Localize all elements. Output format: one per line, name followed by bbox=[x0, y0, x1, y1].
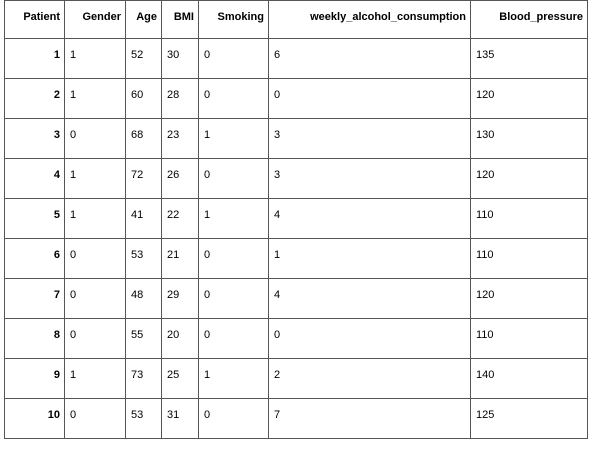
table-row: 9 1 73 25 1 2 140 bbox=[4, 358, 588, 399]
age-cell: 41 bbox=[125, 198, 162, 239]
table-row: 1 1 52 30 0 6 135 bbox=[4, 38, 588, 79]
bmi-cell: 20 bbox=[161, 318, 199, 359]
gender-cell: 1 bbox=[64, 158, 126, 199]
smoking-cell: 0 bbox=[198, 78, 269, 119]
column-header-patient: Patient bbox=[4, 0, 65, 39]
blood-pressure-cell: 120 bbox=[470, 78, 588, 119]
patient-id-cell: 3 bbox=[4, 118, 65, 159]
table-row: 3 0 68 23 1 3 130 bbox=[4, 118, 588, 159]
blood-pressure-cell: 110 bbox=[470, 318, 588, 359]
blood-pressure-cell: 110 bbox=[470, 238, 588, 279]
smoking-cell: 0 bbox=[198, 278, 269, 319]
gender-cell: 0 bbox=[64, 398, 126, 439]
gender-cell: 1 bbox=[64, 358, 126, 399]
patient-id-cell: 4 bbox=[4, 158, 65, 199]
age-cell: 52 bbox=[125, 38, 162, 79]
bmi-cell: 31 bbox=[161, 398, 199, 439]
bmi-cell: 23 bbox=[161, 118, 199, 159]
bmi-cell: 21 bbox=[161, 238, 199, 279]
gender-cell: 1 bbox=[64, 38, 126, 79]
column-header-gender: Gender bbox=[64, 0, 126, 39]
column-header-age: Age bbox=[125, 0, 162, 39]
smoking-cell: 1 bbox=[198, 118, 269, 159]
weekly-alcohol-consumption-cell: 0 bbox=[268, 318, 471, 359]
table-row: 5 1 41 22 1 4 110 bbox=[4, 198, 588, 239]
weekly-alcohol-consumption-cell: 2 bbox=[268, 358, 471, 399]
gender-cell: 0 bbox=[64, 118, 126, 159]
weekly-alcohol-consumption-cell: 4 bbox=[268, 198, 471, 239]
gender-cell: 1 bbox=[64, 78, 126, 119]
table-row: 8 0 55 20 0 0 110 bbox=[4, 318, 588, 359]
age-cell: 68 bbox=[125, 118, 162, 159]
patient-id-cell: 2 bbox=[4, 78, 65, 119]
column-header-smoking: Smoking bbox=[198, 0, 269, 39]
column-header-bmi: BMI bbox=[161, 0, 199, 39]
bmi-cell: 26 bbox=[161, 158, 199, 199]
weekly-alcohol-consumption-cell: 1 bbox=[268, 238, 471, 279]
smoking-cell: 0 bbox=[198, 398, 269, 439]
column-header-weekly-alcohol-consumption: weekly_alcohol_consumption bbox=[268, 0, 471, 39]
patient-data-table: Patient Gender Age BMI Smoking weekly_al… bbox=[4, 0, 588, 439]
table-row: 2 1 60 28 0 0 120 bbox=[4, 78, 588, 119]
blood-pressure-cell: 110 bbox=[470, 198, 588, 239]
gender-cell: 0 bbox=[64, 278, 126, 319]
smoking-cell: 0 bbox=[198, 38, 269, 79]
bmi-cell: 22 bbox=[161, 198, 199, 239]
weekly-alcohol-consumption-cell: 0 bbox=[268, 78, 471, 119]
smoking-cell: 1 bbox=[198, 358, 269, 399]
weekly-alcohol-consumption-cell: 3 bbox=[268, 118, 471, 159]
bmi-cell: 25 bbox=[161, 358, 199, 399]
table-row: 6 0 53 21 0 1 110 bbox=[4, 238, 588, 279]
patient-data-table-container: Patient Gender Age BMI Smoking weekly_al… bbox=[4, 0, 588, 439]
table-row: 4 1 72 26 0 3 120 bbox=[4, 158, 588, 199]
table-row: 10 0 53 31 0 7 125 bbox=[4, 398, 588, 439]
bmi-cell: 29 bbox=[161, 278, 199, 319]
bmi-cell: 30 bbox=[161, 38, 199, 79]
patient-id-cell: 7 bbox=[4, 278, 65, 319]
blood-pressure-cell: 120 bbox=[470, 158, 588, 199]
age-cell: 53 bbox=[125, 238, 162, 279]
blood-pressure-cell: 120 bbox=[470, 278, 588, 319]
age-cell: 72 bbox=[125, 158, 162, 199]
blood-pressure-cell: 130 bbox=[470, 118, 588, 159]
header-row: Patient Gender Age BMI Smoking weekly_al… bbox=[4, 0, 588, 39]
age-cell: 55 bbox=[125, 318, 162, 359]
age-cell: 48 bbox=[125, 278, 162, 319]
table-row: 7 0 48 29 0 4 120 bbox=[4, 278, 588, 319]
weekly-alcohol-consumption-cell: 7 bbox=[268, 398, 471, 439]
age-cell: 60 bbox=[125, 78, 162, 119]
smoking-cell: 1 bbox=[198, 198, 269, 239]
table-body: 1 1 52 30 0 6 135 2 1 60 28 0 0 120 3 0 68 23 1 3 130 4 1 72 26 0… bbox=[4, 38, 588, 439]
smoking-cell: 0 bbox=[198, 238, 269, 279]
gender-cell: 0 bbox=[64, 318, 126, 359]
age-cell: 53 bbox=[125, 398, 162, 439]
weekly-alcohol-consumption-cell: 4 bbox=[268, 278, 471, 319]
smoking-cell: 0 bbox=[198, 158, 269, 199]
blood-pressure-cell: 135 bbox=[470, 38, 588, 79]
gender-cell: 1 bbox=[64, 198, 126, 239]
age-cell: 73 bbox=[125, 358, 162, 399]
patient-id-cell: 5 bbox=[4, 198, 65, 239]
patient-id-cell: 8 bbox=[4, 318, 65, 359]
patient-id-cell: 1 bbox=[4, 38, 65, 79]
smoking-cell: 0 bbox=[198, 318, 269, 359]
bmi-cell: 28 bbox=[161, 78, 199, 119]
blood-pressure-cell: 140 bbox=[470, 358, 588, 399]
blood-pressure-cell: 125 bbox=[470, 398, 588, 439]
weekly-alcohol-consumption-cell: 6 bbox=[268, 38, 471, 79]
patient-id-cell: 9 bbox=[4, 358, 65, 399]
gender-cell: 0 bbox=[64, 238, 126, 279]
patient-id-cell: 10 bbox=[4, 398, 65, 439]
weekly-alcohol-consumption-cell: 3 bbox=[268, 158, 471, 199]
column-header-blood-pressure: Blood_pressure bbox=[470, 0, 588, 39]
patient-id-cell: 6 bbox=[4, 238, 65, 279]
